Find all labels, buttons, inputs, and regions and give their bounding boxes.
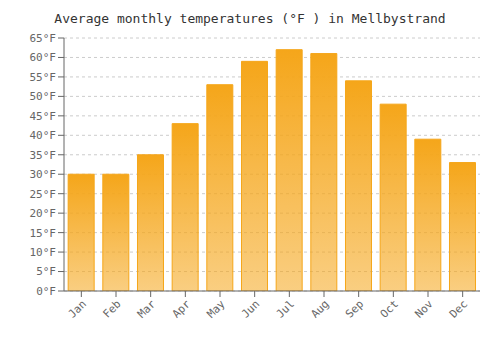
svg-text:15°F: 15°F — [30, 227, 57, 240]
svg-text:35°F: 35°F — [30, 149, 57, 162]
svg-text:50°F: 50°F — [30, 90, 57, 103]
svg-text:May: May — [204, 297, 228, 321]
svg-text:Jul: Jul — [274, 297, 297, 320]
svg-text:40°F: 40°F — [30, 129, 57, 142]
svg-text:30°F: 30°F — [30, 168, 57, 181]
svg-text:Mar: Mar — [135, 297, 159, 321]
svg-text:Feb: Feb — [100, 297, 123, 320]
svg-text:10°F: 10°F — [30, 246, 57, 259]
svg-text:55°F: 55°F — [30, 71, 57, 84]
svg-text:Dec: Dec — [447, 297, 470, 320]
svg-text:Sep: Sep — [343, 297, 366, 320]
svg-text:20°F: 20°F — [30, 207, 57, 220]
svg-text:Apr: Apr — [170, 297, 194, 321]
svg-text:60°F: 60°F — [30, 51, 57, 64]
svg-text:Jun: Jun — [239, 297, 262, 320]
svg-text:5°F: 5°F — [36, 265, 56, 278]
svg-text:65°F: 65°F — [30, 32, 57, 45]
svg-text:Nov: Nov — [412, 297, 436, 321]
svg-text:45°F: 45°F — [30, 110, 57, 123]
html-text:Average monthly temperatures (: Average monthly temperatures (°F ) in Me… — [54, 11, 446, 26]
svg-text:Oct: Oct — [378, 297, 401, 320]
svg-text:Aug: Aug — [308, 297, 331, 320]
svg-text:25°F: 25°F — [30, 188, 57, 201]
svg-text:0°F: 0°F — [36, 285, 56, 298]
svg-text:Jan: Jan — [66, 297, 89, 320]
